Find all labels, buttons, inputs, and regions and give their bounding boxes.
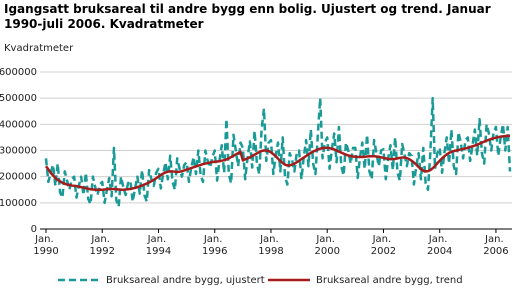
x-tick-label: Jan. 1996 bbox=[202, 234, 227, 257]
x-tick-label: Jan. 1998 bbox=[258, 234, 283, 257]
chart-title: Igangsatt bruksareal til andre bygg enn … bbox=[4, 2, 491, 31]
y-axis-label: Kvadratmeter bbox=[4, 43, 74, 54]
series-line bbox=[44, 134, 510, 191]
y-tick-label: 600000 bbox=[0, 67, 37, 78]
y-tick-label: 0 bbox=[31, 224, 37, 235]
x-tick-label: Jan. 1992 bbox=[90, 234, 115, 257]
legend-label: Bruksareal andre bygg, ujustert bbox=[106, 275, 265, 286]
series-line bbox=[44, 96, 512, 209]
y-tick-label: 400000 bbox=[0, 119, 37, 130]
x-tick-label: Jan. 1994 bbox=[146, 234, 171, 257]
x-tick-label: Jan. 2000 bbox=[314, 234, 339, 257]
y-tick-label: 100000 bbox=[0, 198, 37, 209]
y-tick-label: 300000 bbox=[0, 146, 37, 157]
x-tick-label: Jan. 1990 bbox=[33, 234, 58, 257]
x-tick-label: Jan. 2004 bbox=[427, 234, 452, 257]
y-tick-label: 200000 bbox=[0, 172, 37, 183]
x-tick-label: Jan. 2002 bbox=[371, 234, 396, 257]
y-tick-label: 500000 bbox=[0, 93, 37, 104]
legend-label: Bruksareal andre bygg, trend bbox=[316, 275, 463, 286]
x-tick-label: Jan. 2006 bbox=[483, 234, 508, 257]
